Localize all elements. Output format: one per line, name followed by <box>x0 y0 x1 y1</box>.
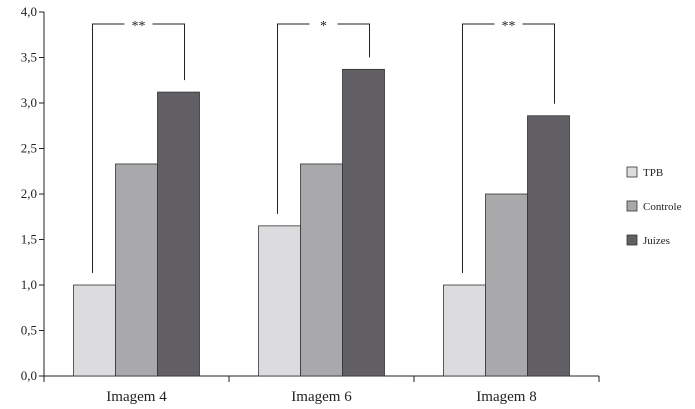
legend-label-controle: Controle <box>643 201 682 213</box>
y-tick-label: 0,0 <box>21 368 37 383</box>
significance-bracket <box>277 23 370 214</box>
significance-bracket <box>92 23 185 273</box>
legend: TPB Controle Juízes <box>626 166 682 247</box>
legend-swatch-controle <box>626 200 638 212</box>
bar-tpb-imagem-4 <box>73 284 116 377</box>
significance-bracket <box>462 23 555 273</box>
y-tick-label: 1,5 <box>21 232 37 247</box>
significance-label: ** <box>132 19 146 34</box>
legend-swatch-juízes <box>626 234 638 246</box>
bar-tpb-imagem-8 <box>443 284 486 377</box>
x-category-label: Imagem 6 <box>291 389 352 405</box>
axes: 0,0 0,5 1,0 1,5 2,0 2,5 3,0 3,5 4,0 Imagem 4 Image… <box>21 4 600 405</box>
bars <box>73 68 570 377</box>
y-tick-label: 3,5 <box>21 50 37 65</box>
bar-juízes-imagem-8 <box>527 115 570 377</box>
y-tick-label: 1,0 <box>21 277 37 292</box>
significance-label: ** <box>502 19 516 34</box>
x-category-label: Imagem 4 <box>106 389 167 405</box>
y-tick-label: 0,5 <box>21 323 37 338</box>
bar-controle-imagem-4 <box>115 163 158 377</box>
significance-label: * <box>320 19 327 34</box>
y-tick-label: 3,0 <box>21 95 37 110</box>
bar-juízes-imagem-4 <box>157 91 200 377</box>
bar-controle-imagem-8 <box>485 193 528 377</box>
y-tick-label: 4,0 <box>21 4 37 19</box>
significance-brackets: ** * ** <box>92 19 555 273</box>
y-tick-label: 2,0 <box>21 186 37 201</box>
x-category-label: Imagem 8 <box>476 389 536 405</box>
legend-swatch-tpb <box>626 166 638 178</box>
legend-label-juízes: Juízes <box>643 235 670 247</box>
bar-tpb-imagem-6 <box>258 225 301 377</box>
bar-controle-imagem-6 <box>300 163 343 377</box>
y-tick-label: 2,5 <box>21 141 37 156</box>
legend-label-tpb: TPB <box>643 167 663 179</box>
bar-juízes-imagem-6 <box>342 68 385 377</box>
